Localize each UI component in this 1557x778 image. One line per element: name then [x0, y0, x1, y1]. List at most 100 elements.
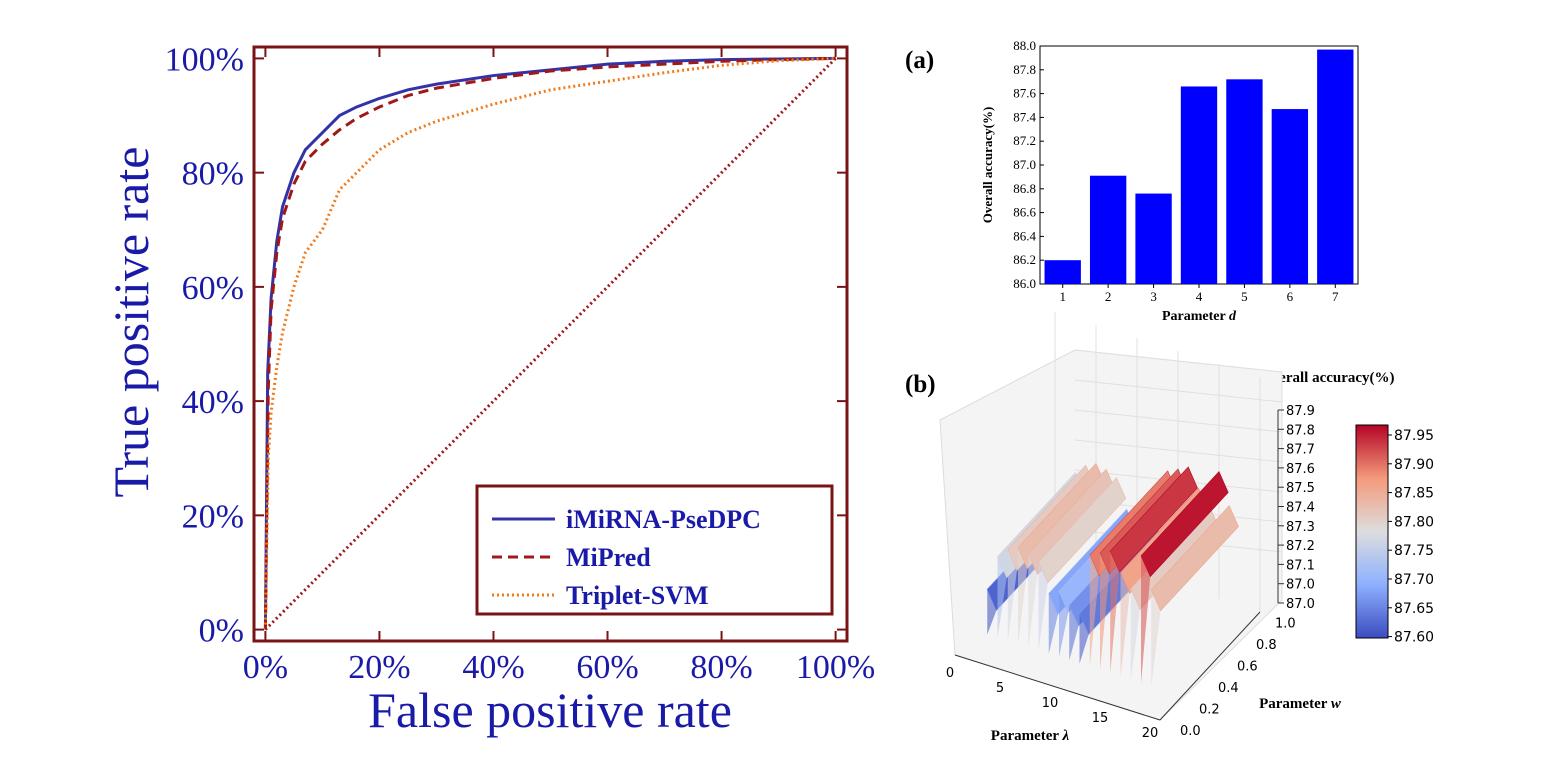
accuracy-surface-chart: (b) Overall accuracy(%) 87.0 87.0 87.1 87.2…: [905, 312, 1434, 744]
surface-w-tick-label: 0.8: [1256, 638, 1277, 653]
surface-ridge-face: [1018, 547, 1028, 645]
bar-param-d-4: [1180, 86, 1218, 285]
bar-y-tick-label: 88.0: [1013, 38, 1036, 53]
bar-param-d-1: [1044, 260, 1081, 284]
surface-z-tick-label: 87.3: [1286, 520, 1315, 535]
colorbar-tick-label: 87.60: [1394, 630, 1434, 646]
surface-ridge-face: [1100, 553, 1110, 671]
roc-legend-label: Triplet-SVM: [566, 581, 709, 610]
surface-ridge-face: [1028, 553, 1038, 648]
surface-lambda-label: Parameter λ: [991, 728, 1070, 744]
surface-w-label: Parameter w: [1259, 696, 1342, 712]
accuracy-bar-chart: (a) 86.0 86.2 86.4 86.6 86.8 87.0 87.2 87.4 87.6…: [905, 38, 1359, 324]
roc-y-tick-label: 100%: [165, 41, 244, 78]
surface-w-tick-label: 0.4: [1218, 681, 1239, 696]
surface-ridge-face: [1069, 605, 1079, 661]
surface-lambda-tick-label: 15: [1092, 711, 1109, 726]
surface-w-tick-label: 0.0: [1180, 724, 1201, 739]
surface-z-tick-label: 87.5: [1286, 481, 1315, 496]
roc-x-tick-label: 20%: [348, 649, 410, 686]
colorbar-tick-label: 87.90: [1394, 457, 1434, 473]
surface-ridge-lambda-6: [1038, 477, 1127, 584]
surface-grid-line: [1074, 349, 1283, 373]
bar-y-tick-label: 86.0: [1013, 276, 1036, 291]
surface-ridge-face: [1007, 549, 1017, 641]
surface-ridge-lambda-17: [1150, 505, 1239, 612]
surface-ridge-face: [1151, 589, 1161, 687]
roc-x-tick-label: 0%: [243, 649, 288, 686]
bar-y-tick-label: 86.6: [1013, 205, 1036, 220]
bar-x-axis-label: Parameter d: [1162, 309, 1237, 324]
bar-x-tick-label: 4: [1196, 289, 1203, 304]
surface-w-tick-label: 1.0: [1275, 617, 1296, 632]
bar-y-tick-label: 86.2: [1013, 252, 1036, 267]
roc-legend: iMiRNA-PseDPC MiPred Triplet-SVM: [475, 484, 834, 616]
bar-param-d-7: [1317, 49, 1354, 284]
surface-ridge-face: [1038, 561, 1048, 651]
roc-legend-box: [475, 484, 834, 616]
surface-z-tick-label: 87.8: [1286, 423, 1315, 438]
bar-y-tick-label: 87.8: [1013, 62, 1036, 77]
surface-grid-line: [1074, 409, 1283, 433]
colorbar: [1355, 424, 1389, 639]
surface-ridge-face: [997, 556, 1007, 638]
roc-y-tick-label: 0%: [199, 613, 244, 650]
surface-lambda-tick-label: 10: [1042, 696, 1059, 711]
bar-y-tick-label: 87.4: [1013, 109, 1036, 124]
roc-x-tick-label: 40%: [462, 649, 524, 686]
surface-ridge-face: [1110, 551, 1120, 674]
surface-grid-line: [1074, 439, 1283, 463]
roc-y-tick-label: 80%: [182, 156, 244, 193]
surface-lambda-tick-label: 5: [996, 681, 1004, 696]
surface-ridge-face: [987, 589, 997, 635]
surface-ridge-face: [1130, 588, 1140, 680]
bar-x-tick-label: 6: [1287, 289, 1294, 304]
surface-lambda-axis: [954, 654, 1161, 721]
bar-x-tick-label: 5: [1241, 289, 1248, 304]
surface-z-tick-label: 87.2: [1286, 539, 1315, 554]
roc-legend-label: MiPred: [566, 543, 651, 572]
colorbar-tick-label: 87.80: [1394, 514, 1434, 530]
surface-ridge-face: [1048, 593, 1058, 654]
roc-y-tick-label: 20%: [182, 498, 244, 535]
bar-y-tick-label: 87.6: [1013, 86, 1036, 101]
roc-x-tick-label: 100%: [796, 649, 875, 686]
surface-w-axis: [1159, 611, 1261, 721]
bar-y-tick-label: 86.8: [1013, 181, 1036, 196]
bar-x-tick-label: 2: [1105, 289, 1112, 304]
roc-plot-frame: [252, 45, 849, 643]
colorbar-tick-label: 87.75: [1394, 543, 1434, 559]
surface-z-tick-label: 87.4: [1286, 501, 1315, 516]
surface-w-tick-label: 0.6: [1237, 660, 1258, 675]
bar-param-d-3: [1135, 193, 1172, 284]
bar-param-d-2: [1089, 175, 1127, 284]
surface-ridge-lambda-16: [1140, 471, 1229, 578]
roc-legend-label: iMiRNA-PseDPC: [566, 505, 761, 534]
roc-chart: 0% 20% 40% 60% 80% 100% 0% 20% 40% 60% 80% 100% Tr…: [103, 41, 875, 738]
surface-z-tick-label: 87.9: [1286, 404, 1315, 419]
roc-series-line-mipred: [263, 56, 836, 630]
surface-z-tick-label: 87.0: [1286, 597, 1315, 612]
roc-y-tick-label: 40%: [182, 384, 244, 421]
surface-z-tick-label: 87.1: [1286, 558, 1315, 573]
roc-x-axis-label: False positive rate: [368, 682, 732, 738]
bar-x-tick-label: 7: [1332, 289, 1339, 304]
surface-lambda-tick-label: 20: [1142, 726, 1159, 741]
roc-x-tick-label: 80%: [690, 649, 752, 686]
surface-z-tick-label: 87.7: [1286, 443, 1315, 458]
surface-lambda-tick-label: 0: [946, 666, 954, 681]
colorbar-tick-label: 87.85: [1394, 486, 1434, 502]
bar-param-d-5: [1226, 79, 1263, 284]
bar-x-tick-label: 1: [1059, 289, 1066, 304]
roc-y-axis-label: True positive rate: [103, 147, 159, 498]
surface-ridge-face: [1120, 572, 1130, 677]
panel-a-label: (a): [905, 47, 934, 74]
roc-series-line-imirna-psedpc: [263, 56, 836, 630]
roc-x-tick-label: 60%: [576, 649, 638, 686]
colorbar-tick-label: 87.95: [1394, 428, 1434, 444]
panel-b-label: (b): [905, 371, 936, 398]
surface-grid-line: [1074, 379, 1283, 403]
surface-ridge-face: [1141, 555, 1151, 684]
surface-ridge-lambda-13: [1109, 466, 1198, 573]
